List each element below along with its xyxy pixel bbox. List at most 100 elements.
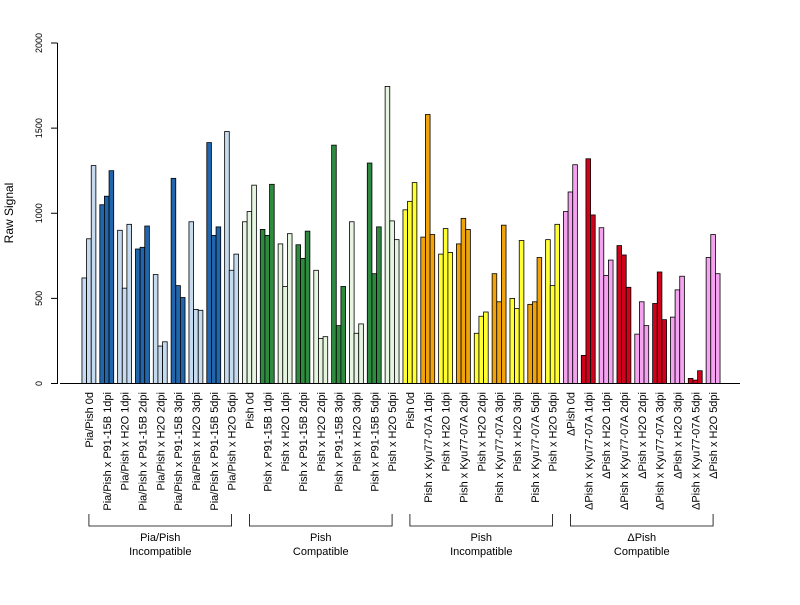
bar (402, 209, 408, 384)
category-label: ΔPish x H2O 2dpi (637, 392, 649, 479)
bar (536, 257, 543, 384)
category-label: ΔPish x H2O 5dpi (708, 392, 720, 479)
bar (126, 223, 132, 384)
category-labels: Pia/Pish 0d Pia/Pish x P91-15B 1dpi Pia/Pi… (84, 392, 720, 511)
category-label: Pish x Kyu77-07A 2dpi (458, 392, 470, 503)
bar (621, 254, 627, 384)
bar (300, 257, 306, 384)
bar (259, 229, 266, 384)
bar (491, 273, 498, 384)
bar (340, 286, 346, 384)
bar (527, 303, 533, 384)
bar (442, 228, 449, 384)
bar (616, 245, 623, 384)
bar (496, 301, 502, 384)
category-label: Pia/Pish x P91-15B 5dpi (209, 392, 221, 511)
bar (277, 243, 284, 384)
bar (670, 316, 676, 384)
bar (295, 244, 301, 384)
category-label: Pia/Pish x P91-15B 2dpi (137, 392, 149, 511)
bar (500, 224, 507, 384)
category-label: ΔPish x Kyu77-07A 1dpi (583, 392, 595, 510)
category-label: ΔPish x H2O 3dpi (672, 392, 684, 479)
bar (473, 332, 480, 384)
y-axis: 0 500 1000 1500 2000 (34, 33, 58, 386)
bar (411, 182, 418, 384)
bar (157, 345, 163, 384)
bar (242, 221, 248, 384)
bar (104, 195, 110, 384)
y-tick-label: 500 (34, 291, 44, 306)
category-label: Pish x H2O 1dpi (280, 392, 292, 471)
bar (353, 332, 360, 384)
bar (193, 309, 199, 384)
category-label: Pia/Pish x H2O 3dpi (191, 392, 203, 490)
group-label-line2: Incompatible (450, 546, 512, 558)
bar (705, 257, 712, 384)
bar (447, 252, 453, 384)
category-label: Pia/Pish x H2O 1dpi (120, 392, 132, 490)
y-tick-label: 1000 (34, 203, 44, 223)
bar (282, 286, 288, 384)
bar (509, 297, 515, 384)
category-label: ΔPish x Kyu77-07A 2dpi (619, 392, 631, 510)
bar (710, 234, 716, 384)
bar (429, 234, 436, 384)
bar (246, 211, 253, 384)
category-label: Pia/Pish 0d (84, 392, 96, 448)
category-label: Pia/Pish x H2O 2dpi (155, 392, 167, 490)
group-label-line1: Pia/Pish (140, 532, 180, 544)
category-label: ΔPish x Kyu77-07A 5dpi (690, 392, 702, 510)
bar (121, 287, 128, 384)
bar (554, 223, 560, 384)
y-axis-title: Raw Signal (2, 183, 16, 244)
bar (331, 144, 337, 384)
bar (304, 230, 311, 384)
bar (661, 319, 667, 384)
category-label: Pia/Pish x H2O 5dpi (227, 392, 239, 490)
bar (456, 243, 462, 384)
bar (179, 297, 186, 384)
bar (139, 246, 146, 384)
bar (81, 277, 87, 384)
bar (264, 234, 270, 384)
bar (563, 211, 569, 384)
bar (197, 309, 204, 384)
category-label: Pish x Kyu77-07A 3dpi (494, 392, 506, 503)
group-brackets: Pia/Pish Incompatible Pish Compatible Pish In… (88, 514, 714, 558)
category-label: Pish x H2O 5dpi (548, 392, 560, 471)
category-label: Pish x H2O 5dpi (387, 392, 399, 471)
bar (652, 303, 658, 384)
category-label: Pish x H2O 3dpi (512, 392, 524, 471)
bar (224, 131, 230, 384)
category-label: Pish x H2O 2dpi (316, 392, 328, 471)
group-label-line1: Pish (471, 532, 492, 544)
bar (465, 229, 471, 384)
bar (407, 200, 413, 384)
bar (532, 301, 538, 384)
bar (420, 236, 426, 384)
bar (697, 370, 703, 384)
category-label: Pia/Pish x P91-15B 1dpi (102, 392, 114, 511)
bar (108, 170, 115, 384)
bar (144, 225, 150, 384)
y-tick-label: 0 (34, 381, 44, 386)
group-bracket (570, 514, 714, 527)
group-bracket (409, 514, 553, 527)
bar (335, 325, 342, 384)
bar (233, 253, 239, 384)
category-label: Pish x H2O 1dpi (441, 392, 453, 471)
category-label: Pish x Kyu77-07A 1dpi (423, 392, 435, 503)
category-label: Pish 0d (405, 392, 417, 429)
category-label: Pish 0d (244, 392, 256, 429)
bar (687, 377, 694, 384)
bar (228, 269, 235, 384)
bar (545, 239, 551, 384)
bar (715, 273, 721, 384)
bar (389, 220, 395, 384)
bar (318, 337, 324, 384)
bar (590, 214, 596, 384)
bar (322, 336, 329, 384)
